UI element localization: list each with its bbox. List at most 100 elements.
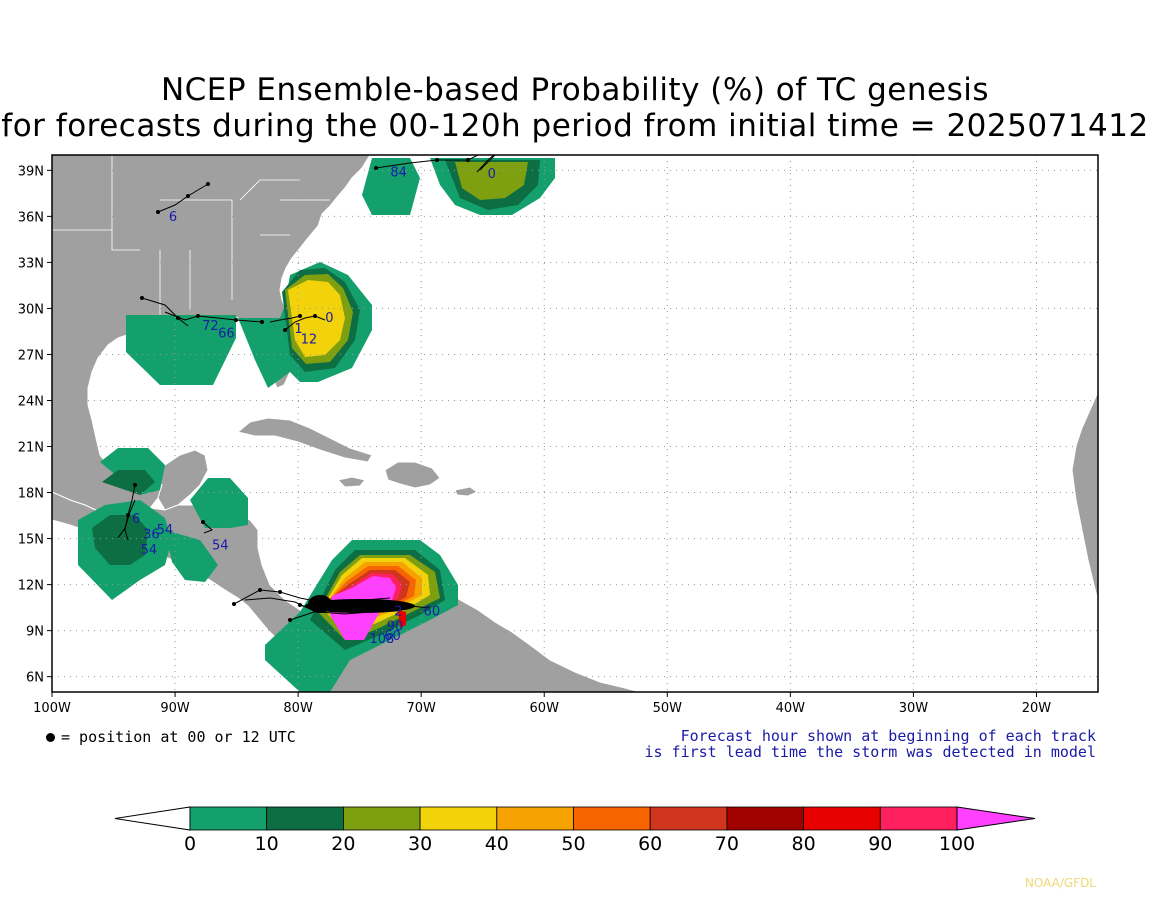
track-points	[126, 158, 470, 622]
legend-marker-text: = position at 00 or 12 UTC	[61, 728, 296, 746]
legend-note: Forecast hour shown at beginning of each…	[596, 728, 1096, 760]
prob-zone-offshore-10	[362, 158, 420, 215]
colorbar-segment	[189, 806, 268, 831]
lat-tick-label: 30N	[18, 302, 44, 317]
title-line-1: NCEP Ensemble-based Probability (%) of T…	[160, 72, 990, 108]
colorbar-segment	[879, 806, 958, 831]
prob-zone-se-40	[288, 280, 345, 357]
track-label: 36	[143, 528, 160, 543]
track-label: 108	[369, 632, 394, 647]
colorbar-arrow-high	[956, 806, 1036, 831]
state-boundaries	[52, 155, 330, 318]
legend-marker: = position at 00 or 12 UTC	[46, 728, 296, 746]
credit-logo-text: NOAA/GFDL	[1024, 876, 1096, 890]
colorbar-arrow-low	[114, 806, 191, 831]
latitude-axis: 39N 36N 33N 30N 27N 24N 21N 18N 15N 12N 9N 6N	[18, 164, 52, 686]
lat-tick-label: 18N	[18, 487, 44, 502]
lat-tick-label: 12N	[18, 579, 44, 594]
track-gulf	[141, 297, 189, 327]
colorbar-segment	[649, 806, 728, 831]
lon-tick-label: 30W	[899, 701, 929, 716]
puerto-rico-land	[454, 486, 479, 497]
colorbar-segment	[342, 806, 421, 831]
track-label: 60	[424, 604, 441, 619]
legend-note-line-1: Forecast hour shown at beginning of each…	[680, 727, 1096, 745]
grid-lines	[52, 155, 1098, 692]
lat-tick-label: 24N	[18, 394, 44, 409]
lat-tick-label: 6N	[26, 671, 44, 686]
track-label: 0	[325, 311, 333, 326]
prob-zone-offshore-30	[455, 162, 528, 200]
cuba-land	[236, 417, 373, 463]
colorbar-tick-label: 90	[868, 833, 892, 855]
probability-shading	[78, 158, 555, 692]
lon-tick-label: 100W	[33, 701, 71, 716]
track-label: 1	[294, 322, 302, 337]
plot-frame	[51, 154, 1099, 693]
track-offshore-b	[476, 155, 495, 173]
colorbar-tick-label: 40	[485, 833, 509, 855]
prob-zone-gulf-10	[126, 315, 236, 385]
lat-tick-label: 21N	[18, 441, 44, 456]
track-label: 54	[157, 523, 174, 538]
prob-zone-epac-e	[165, 530, 218, 582]
colorbar-segment	[803, 806, 881, 831]
colorbar-tick-label: 50	[561, 833, 585, 855]
legend-note-line-2: is first lead time the storm was detecte…	[644, 743, 1096, 761]
track-label: 54	[141, 543, 158, 558]
colorbar-tick-label: 60	[638, 833, 662, 855]
colorbar-labels: 0 10 20 30 40 50 60 70 80 90 100	[184, 833, 975, 855]
colorbar	[114, 806, 1036, 831]
colorbar-tick-label: 10	[255, 833, 279, 855]
colorbar-tick-label: 100	[939, 833, 975, 855]
colorbar-segment	[573, 806, 651, 831]
lon-tick-label: 20W	[1022, 701, 1052, 716]
lon-tick-label: 40W	[776, 701, 806, 716]
track-label: 2	[394, 604, 402, 619]
lon-tick-label: 90W	[160, 701, 190, 716]
track-label: 0	[488, 167, 496, 182]
colorbar-tick-label: 70	[715, 833, 739, 855]
yucatan-land	[149, 449, 209, 511]
hispaniola-land	[384, 461, 441, 489]
track-point-cluster	[305, 595, 415, 613]
lat-tick-label: 15N	[18, 533, 44, 548]
lat-tick-label: 9N	[26, 625, 44, 640]
colorbar-tick-label: 0	[184, 833, 196, 855]
track-label: 54	[212, 538, 229, 553]
track-fl	[284, 315, 326, 331]
track-hond	[202, 521, 213, 534]
prob-zone-epac-b	[102, 470, 155, 495]
lon-tick-label: 50W	[653, 701, 683, 716]
track-label: 66	[218, 327, 235, 342]
track-offshore-c	[479, 155, 496, 171]
prob-zone-hond-10	[190, 478, 248, 528]
lon-tick-label: 60W	[530, 701, 560, 716]
track-label: 90	[387, 620, 404, 635]
lat-tick-label: 36N	[18, 210, 44, 225]
position-marker-icon	[46, 733, 55, 742]
colorbar-segment	[266, 806, 344, 831]
longitude-axis: 100W 90W 80W 70W 60W 50W 40W 30W 20W	[33, 692, 1051, 716]
track-label: 6	[132, 512, 140, 527]
lon-tick-label: 80W	[283, 701, 313, 716]
colorbar-segment	[496, 806, 574, 831]
lat-tick-label: 33N	[18, 256, 44, 271]
lat-tick-label: 39N	[18, 164, 44, 179]
prob-zone-carib-red	[398, 610, 406, 628]
colorbar-tick-label: 20	[331, 833, 355, 855]
track-label: 72	[202, 319, 219, 334]
track-gulf-b	[164, 311, 263, 323]
track-label: 84	[390, 165, 407, 180]
lat-tick-label: 27N	[18, 348, 44, 363]
track-label: 6	[169, 210, 177, 225]
colorbar-tick-label: 30	[408, 833, 432, 855]
track-label: 60	[384, 629, 401, 644]
colorbar-segment	[419, 806, 498, 831]
title-line-2: for forecasts during the 00-120h period …	[1, 108, 1149, 144]
africa-land	[1071, 391, 1098, 601]
lon-tick-label: 70W	[406, 701, 436, 716]
colorbar-segment	[726, 806, 805, 831]
